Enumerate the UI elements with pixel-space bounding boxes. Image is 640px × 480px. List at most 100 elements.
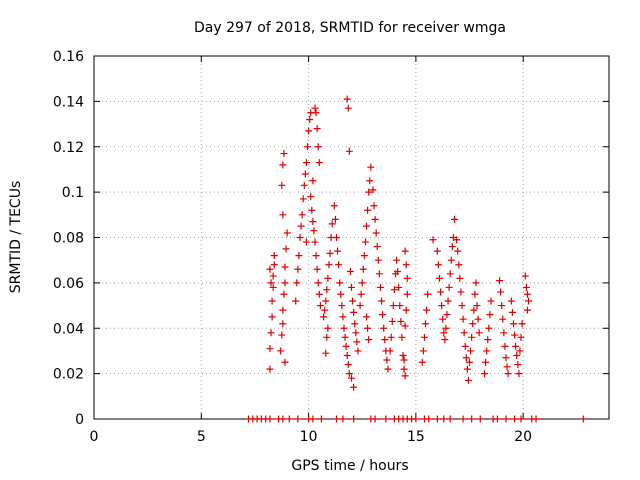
data-point	[396, 302, 404, 310]
data-point	[308, 206, 316, 214]
data-point	[314, 143, 322, 151]
y-tick-label: 0.1	[62, 185, 84, 201]
data-point	[440, 415, 448, 423]
data-point	[403, 274, 411, 282]
data-point	[324, 324, 332, 332]
data-point	[467, 347, 475, 355]
data-point	[350, 308, 358, 316]
data-point	[513, 351, 521, 359]
data-point	[323, 286, 331, 294]
data-point	[390, 286, 398, 294]
data-point	[485, 324, 493, 332]
data-point	[344, 104, 352, 112]
data-point	[371, 415, 379, 423]
data-point	[375, 270, 383, 278]
data-point	[518, 320, 526, 328]
point-layer	[245, 95, 587, 423]
data-point	[350, 383, 358, 391]
data-point	[379, 311, 387, 319]
data-point	[335, 261, 343, 269]
data-point	[266, 415, 274, 423]
tick-layer: 0 5 10 15 20 0 0.02 0.04 0.06 0.08 0.1 0.12 0.14 0.16	[53, 49, 609, 445]
data-point	[469, 320, 477, 328]
series-0	[266, 95, 533, 391]
data-point	[482, 358, 490, 366]
data-point	[320, 313, 328, 321]
data-point	[496, 277, 504, 285]
data-point	[398, 333, 406, 341]
data-point	[296, 234, 304, 241]
data-point	[339, 313, 347, 321]
data-point	[419, 347, 427, 355]
data-point	[302, 238, 310, 246]
data-point	[278, 331, 286, 339]
data-point	[270, 252, 278, 260]
data-point	[401, 247, 409, 255]
data-point	[306, 116, 314, 124]
data-point	[283, 229, 291, 237]
data-point	[298, 211, 306, 219]
data-point	[268, 313, 276, 321]
data-point	[340, 324, 348, 332]
data-point	[331, 215, 339, 223]
data-point	[311, 104, 319, 112]
data-point	[386, 347, 394, 355]
data-point	[420, 333, 428, 341]
data-point	[267, 279, 275, 287]
data-point	[454, 247, 462, 255]
data-point	[343, 95, 351, 103]
y-tick-label: 0.06	[53, 276, 84, 292]
data-point	[326, 249, 334, 257]
data-point	[468, 333, 476, 341]
data-point	[292, 297, 300, 305]
data-point	[504, 370, 512, 378]
data-point	[458, 302, 466, 310]
data-point	[438, 302, 446, 310]
data-point	[268, 297, 276, 305]
data-point	[281, 358, 289, 366]
data-point	[330, 202, 338, 210]
data-point	[501, 342, 509, 350]
data-point	[468, 415, 476, 423]
data-point	[309, 218, 317, 226]
data-point	[302, 159, 310, 167]
data-point	[403, 290, 411, 298]
data-point	[400, 365, 408, 373]
data-point	[456, 274, 464, 282]
data-point	[313, 265, 321, 273]
data-point	[446, 415, 454, 423]
data-point	[511, 415, 519, 423]
y-tick-label: 0.02	[53, 367, 84, 383]
data-point	[348, 283, 355, 291]
data-point	[500, 329, 508, 337]
data-point	[435, 274, 443, 282]
x-tick-label: 5	[197, 429, 206, 445]
data-point	[523, 306, 531, 314]
data-point	[323, 333, 331, 341]
data-point	[345, 147, 353, 155]
data-point	[382, 415, 390, 423]
data-point	[314, 279, 322, 287]
data-point	[397, 317, 405, 325]
data-point	[464, 376, 472, 384]
data-point	[342, 342, 350, 350]
data-point	[439, 315, 447, 323]
y-tick-label: 0.04	[53, 321, 84, 337]
data-point	[346, 268, 354, 276]
data-point	[451, 215, 458, 223]
data-point	[352, 329, 360, 337]
data-point	[366, 177, 374, 185]
data-point	[441, 336, 449, 344]
data-point	[299, 195, 307, 203]
data-point	[309, 177, 317, 185]
data-point	[277, 347, 285, 355]
data-point	[401, 322, 409, 330]
data-point	[334, 247, 342, 255]
data-point	[380, 324, 388, 332]
data-point	[336, 279, 344, 287]
data-point	[269, 283, 277, 291]
data-point	[371, 215, 379, 223]
data-point	[476, 415, 484, 423]
data-point	[369, 186, 377, 194]
y-tick-label: 0	[75, 412, 84, 428]
